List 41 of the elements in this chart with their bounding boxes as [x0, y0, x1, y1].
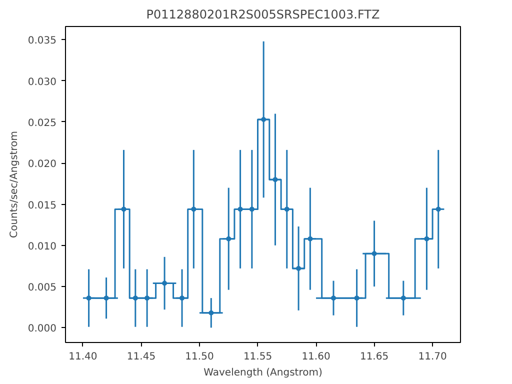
x-tick-label: 11.65 — [360, 352, 389, 362]
y-tick-label: 0.030 — [28, 76, 57, 88]
x-tick-label: 11.60 — [302, 352, 330, 362]
x-tick-label: 11.50 — [185, 352, 214, 362]
point — [238, 206, 243, 212]
point — [191, 206, 196, 212]
point — [144, 296, 150, 301]
point — [132, 296, 138, 301]
x-tick-label: 11.55 — [243, 352, 272, 362]
y-tick-label: 0.015 — [28, 200, 57, 212]
x-tick-label: 11.40 — [68, 352, 98, 362]
point — [226, 236, 232, 242]
x-axis-title: Wavelength (Angstrom) — [204, 368, 322, 378]
x-tick-label: 11.45 — [126, 352, 156, 362]
point — [208, 310, 214, 316]
x-tick-label: 11.70 — [418, 352, 447, 362]
point — [249, 206, 254, 212]
y-tick-label: 0.000 — [28, 324, 57, 335]
y-tick-label: 0.035 — [28, 36, 57, 47]
point — [308, 236, 313, 242]
point — [372, 251, 377, 256]
y-tick-label: 0.025 — [28, 118, 57, 129]
y-tick-label: 0.020 — [28, 159, 57, 170]
point — [104, 296, 109, 301]
point — [86, 296, 92, 301]
chart-title: P0112880201R2S005SRSPEC1003.FTZ — [146, 8, 380, 22]
point — [284, 206, 290, 212]
point — [296, 266, 302, 271]
point — [162, 280, 168, 286]
point — [180, 296, 185, 301]
point — [436, 206, 441, 212]
point — [354, 296, 360, 301]
point — [330, 296, 336, 301]
y-tick-label: 0.010 — [28, 241, 57, 252]
point — [121, 206, 126, 212]
y-axis-title: Counts/sec/Angstrom — [8, 131, 20, 238]
point — [272, 177, 278, 182]
point — [400, 296, 406, 301]
point — [261, 116, 266, 122]
point — [424, 236, 430, 242]
y-tick-label: 0.005 — [28, 282, 57, 294]
